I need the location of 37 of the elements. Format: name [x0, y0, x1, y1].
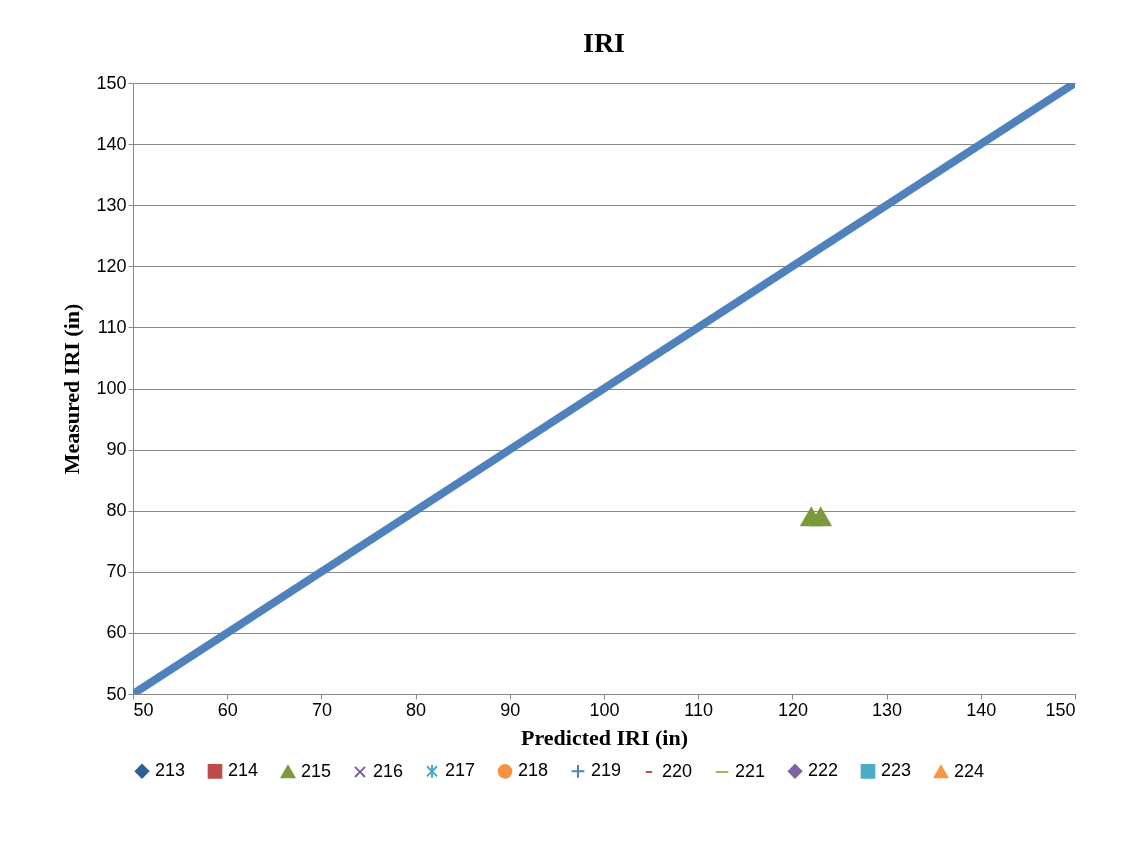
legend-label: 218	[518, 760, 549, 781]
legend-label: 222	[808, 760, 839, 781]
x-tick-label: 130	[872, 699, 903, 720]
legend-label: 221	[735, 761, 766, 781]
chart-title: IRI	[582, 27, 626, 58]
y-tick-label: 140	[96, 133, 127, 154]
y-tick-label: 50	[106, 683, 127, 704]
y-tick-label: 90	[106, 439, 127, 460]
legend-label: 213	[155, 760, 186, 781]
legend-label: 215	[301, 760, 332, 781]
legend-label: 217	[445, 760, 476, 781]
y-tick-label: 130	[96, 194, 127, 215]
legend-label: 214	[228, 760, 259, 781]
y-tick-label: 150	[96, 72, 127, 93]
legend-label: 219	[591, 760, 622, 781]
x-tick-label: 100	[589, 699, 620, 720]
y-tick-label: 80	[106, 500, 127, 521]
x-tick-label: 90	[500, 699, 521, 720]
y-axis-title: Measured IRI (in)	[59, 303, 85, 475]
x-tick-label: 140	[966, 699, 997, 720]
y-tick-label: 120	[96, 255, 127, 276]
x-tick-label: 60	[217, 699, 238, 720]
y-tick-label: 60	[106, 622, 127, 643]
x-axis-title: Predicted IRI (in)	[520, 724, 689, 750]
x-tick-label: 80	[406, 699, 427, 720]
x-tick-label: 150	[1045, 699, 1076, 720]
x-tick-label: 110	[684, 699, 714, 720]
legend-label: 223	[881, 760, 912, 781]
y-tick-label: 70	[106, 561, 127, 582]
x-tick-label: 70	[311, 699, 332, 720]
legend-label: 224	[954, 760, 985, 781]
x-tick-label: 50	[133, 699, 154, 720]
x-tick-label: 120	[777, 699, 808, 720]
y-tick-label: 110	[97, 316, 127, 337]
y-tick-label: 100	[96, 378, 127, 398]
legend-label: 220	[662, 761, 693, 781]
legend-label: 216	[373, 760, 404, 781]
